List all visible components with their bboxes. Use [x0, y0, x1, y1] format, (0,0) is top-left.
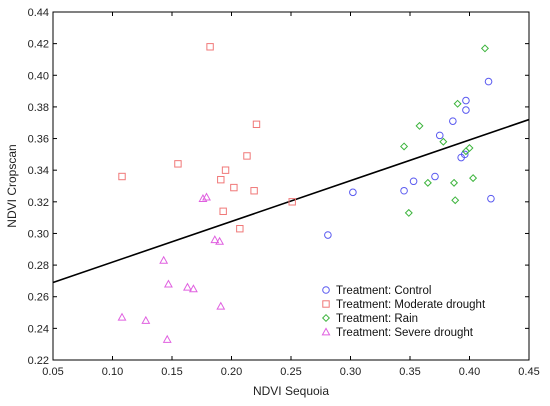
- point-triangle: [117, 312, 127, 321]
- y-axis-title: NDVI Cropscan: [5, 144, 19, 227]
- point-diamond: [451, 196, 460, 205]
- x-tick-label: 0.15: [161, 366, 182, 378]
- point-circle: [460, 150, 469, 159]
- point-square: [118, 172, 126, 181]
- point-triangle: [210, 235, 220, 244]
- point-diamond: [404, 208, 413, 217]
- point-triangle: [188, 284, 198, 293]
- point-square: [217, 175, 225, 184]
- legend-marker-square: [322, 300, 330, 308]
- point-square: [174, 160, 182, 168]
- x-tick-label: 0.10: [102, 366, 123, 378]
- point-triangle: [202, 192, 211, 201]
- point-diamond: [439, 137, 448, 146]
- x-axis-ticks: 0.05 0.10 0.15 0.20 0.25 0.30 0.35 0.40 0.45: [42, 12, 540, 378]
- point-diamond: [423, 178, 432, 187]
- point-diamond: [480, 44, 489, 53]
- legend-label: Treatment: Moderate drought: [336, 299, 486, 311]
- point-circle: [462, 96, 470, 105]
- x-tick-label: 0.25: [280, 366, 301, 378]
- point-triangle: [141, 315, 151, 324]
- regression-line: [52, 118, 530, 284]
- y-tick-label: 0.34: [28, 165, 49, 177]
- y-axis-ticks: 0.22 0.24 0.26 0.28 0.30 0.32 0.34 0.36 0.38 0.40…: [28, 7, 529, 367]
- y-tick-label: 0.38: [28, 102, 49, 114]
- legend: Treatment: Control Treatment: Moderate dr…: [321, 285, 486, 339]
- x-tick-label: 0.20: [221, 366, 242, 378]
- point-triangle: [162, 334, 172, 343]
- point-triangle: [163, 279, 173, 288]
- point-circle: [400, 186, 408, 195]
- point-diamond: [400, 142, 409, 151]
- point-diamond: [465, 144, 474, 153]
- y-tick-label: 0.32: [28, 197, 49, 209]
- point-circle: [484, 77, 493, 86]
- point-square: [219, 207, 227, 216]
- point-diamond: [450, 178, 459, 187]
- legend-label: Treatment: Rain: [336, 313, 418, 325]
- y-tick-label: 0.28: [28, 260, 49, 272]
- point-diamond: [469, 174, 478, 183]
- y-tick-label: 0.40: [28, 70, 49, 82]
- point-square: [250, 187, 258, 195]
- point-triangle: [183, 282, 192, 291]
- trendline-layer: [52, 118, 530, 284]
- y-tick-label: 0.42: [28, 39, 49, 51]
- legend-marker-diamond: [321, 313, 331, 323]
- legend-marker-triangle: [321, 327, 331, 336]
- point-diamond: [415, 121, 424, 130]
- plot-area: [52, 11, 530, 361]
- point-circle: [349, 188, 357, 197]
- point-triangle: [215, 236, 225, 245]
- x-tick-label: 0.05: [42, 366, 63, 378]
- point-square: [236, 225, 244, 233]
- point-circle: [487, 194, 495, 203]
- legend-label: Treatment: Severe drought: [336, 327, 474, 339]
- y-tick-label: 0.22: [28, 355, 49, 367]
- y-tick-label: 0.26: [28, 292, 49, 304]
- point-square: [206, 43, 214, 51]
- point-triangle: [159, 255, 169, 264]
- legend-marker-circle: [322, 286, 330, 294]
- point-square: [252, 120, 261, 129]
- point-circle: [409, 177, 418, 186]
- data-points: [117, 43, 495, 343]
- point-diamond: [453, 99, 462, 108]
- point-triangle: [198, 194, 208, 203]
- point-square: [230, 183, 238, 192]
- x-tick-label: 0.45: [518, 366, 539, 378]
- x-axis-title: NDVI Sequoia: [253, 384, 329, 398]
- point-square: [243, 152, 251, 160]
- point-square: [221, 166, 230, 174]
- x-tick-label: 0.30: [340, 366, 361, 378]
- y-tick-label: 0.44: [28, 7, 49, 19]
- point-circle: [324, 231, 332, 239]
- y-tick-label: 0.24: [28, 323, 49, 335]
- point-square: [288, 198, 296, 206]
- y-tick-label: 0.36: [28, 134, 49, 146]
- x-tick-label: 0.40: [459, 366, 480, 378]
- point-circle: [449, 117, 457, 125]
- point-circle: [431, 172, 439, 181]
- point-triangle: [216, 301, 226, 310]
- y-tick-label: 0.30: [28, 228, 49, 240]
- x-tick-label: 0.35: [399, 366, 420, 378]
- legend-label: Treatment: Control: [336, 285, 431, 297]
- point-circle: [435, 131, 444, 140]
- point-circle: [462, 106, 470, 114]
